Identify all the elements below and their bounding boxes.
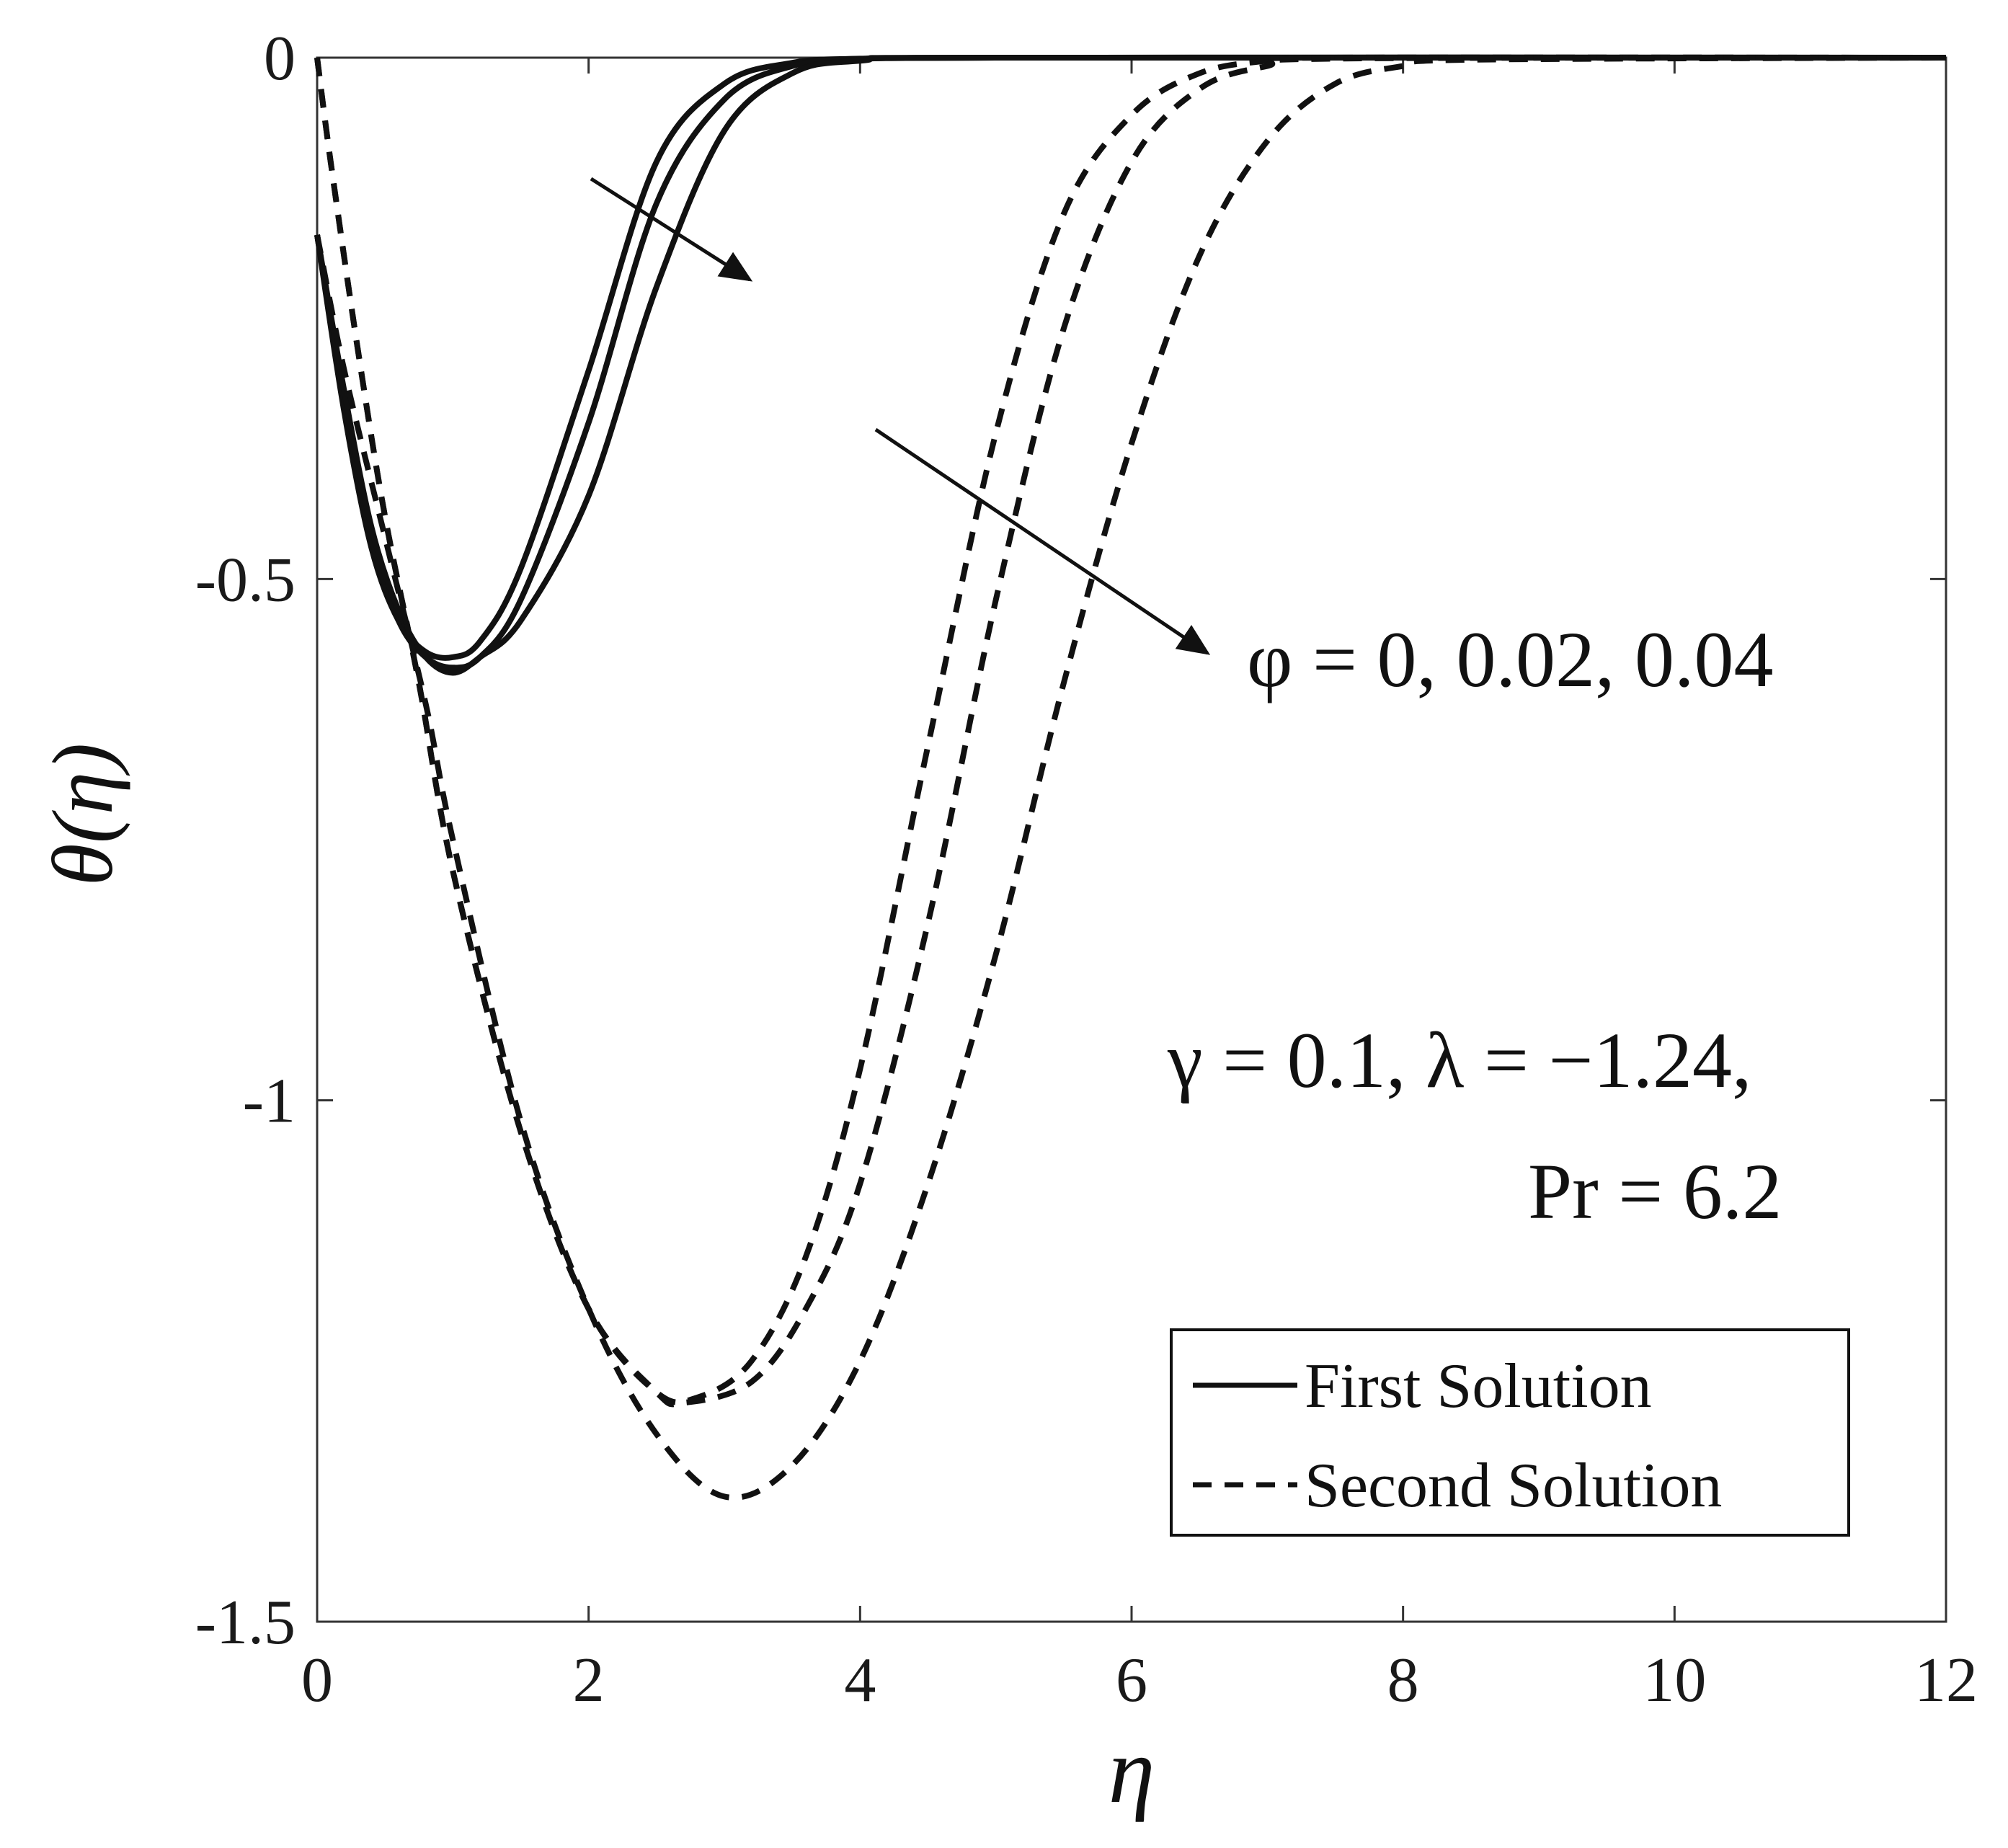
first-solution-curve-0 [314, 54, 1947, 661]
first-solution-curve-2 [314, 54, 1947, 676]
first-solution-arrow [590, 177, 753, 282]
y-tick-label: -0.5 [195, 545, 296, 615]
second-solution-curve-5 [314, 55, 1947, 1501]
axis-tick-labels: 0 2 4 6 8 10 12 0 -0.5 -1 -1.5 [195, 24, 1978, 1715]
legend-first-solution: First Solution [1305, 1351, 1652, 1421]
second-solution-arrow [874, 427, 1211, 655]
x-axis-title: η [1109, 1719, 1155, 1823]
first-solution-curve-1 [314, 54, 1947, 671]
legend-second-solution: Second Solution [1305, 1451, 1722, 1521]
x-tick-label: 2 [573, 1645, 605, 1715]
legend: First Solution Second Solution [1170, 1328, 1850, 1537]
x-tick-label: 0 [301, 1645, 333, 1715]
x-tick-label: 4 [844, 1645, 876, 1715]
x-tick-label: 8 [1387, 1645, 1419, 1715]
x-tick-label: 10 [1643, 1645, 1706, 1715]
y-axis-title: θ(η) [35, 743, 130, 886]
legend-box [1170, 1328, 1850, 1537]
params-annotation-line1: γ = 0.1, λ = −1.24, [1167, 1016, 1752, 1104]
x-tick-label: 6 [1116, 1645, 1147, 1715]
phi-annotation: φ = 0, 0.02, 0.04 [1247, 616, 1774, 703]
y-tick-label: -1.5 [195, 1588, 296, 1658]
y-tick-label: -1 [243, 1067, 296, 1137]
params-annotation-line2: Pr = 6.2 [1528, 1147, 1782, 1235]
plot-curves [314, 54, 1947, 1501]
x-tick-label: 12 [1914, 1645, 1978, 1715]
y-tick-label: 0 [264, 24, 296, 94]
